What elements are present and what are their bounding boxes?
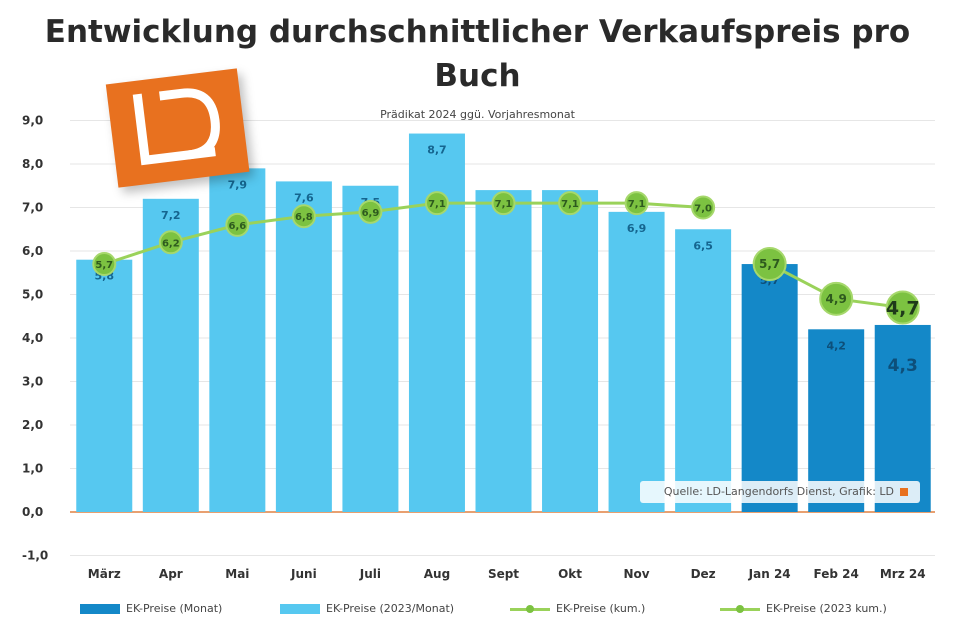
- x-tick-label: Jan 24: [748, 567, 791, 581]
- cumulative-marker: [885, 290, 920, 325]
- legend-item-2023-kum: EK-Preise (2023 kum.): [720, 599, 887, 619]
- bar-nov: [608, 211, 665, 512]
- bar-value-label: 6,5: [693, 239, 713, 252]
- y-tick-label: 6,0: [22, 244, 43, 258]
- bar-sept: [475, 190, 532, 512]
- bar-value-label: 6,9: [627, 222, 647, 235]
- legend-item-monat: EK-Preise (Monat): [80, 599, 222, 619]
- x-tick-label: Dez: [691, 567, 716, 581]
- y-tick-label: 8,0: [22, 157, 43, 171]
- x-tick-label: Apr: [159, 567, 183, 581]
- source-text: Quelle: LD-Langendorfs Dienst, Grafik: L…: [663, 485, 894, 498]
- legend-swatch-bar-dark: [80, 604, 120, 614]
- x-tick-label: Aug: [424, 567, 450, 581]
- y-tick-label: 9,0: [22, 114, 43, 128]
- legend-label: EK-Preise (2023/Monat): [326, 602, 455, 615]
- bar-mrz-24: [874, 324, 931, 512]
- bar-value-label: 7,2: [161, 209, 181, 222]
- bar-okt: [542, 190, 599, 512]
- bar-value-label: 7,9: [228, 178, 248, 191]
- cumulative-marker: [291, 204, 316, 229]
- cumulative-marker: [358, 199, 383, 224]
- legend-label: EK-Preise (2023 kum.): [766, 602, 887, 615]
- x-tick-label: Sept: [488, 567, 519, 581]
- bars: [76, 133, 931, 513]
- bar-dez: [675, 229, 732, 512]
- legend-item-kum: EK-Preise (kum.): [510, 599, 645, 619]
- cumulative-value-label: 7,0: [694, 204, 712, 215]
- x-tick-label: Juni: [290, 567, 317, 581]
- cumulative-value-label: 6,6: [228, 221, 246, 232]
- cumulative-marker: [624, 191, 649, 216]
- y-tick-label: 1,0: [22, 462, 43, 476]
- legend-label: EK-Preise (kum.): [556, 602, 646, 615]
- cumulative-marker: [92, 252, 117, 277]
- y-tick-label: -1,0: [22, 549, 48, 563]
- chart-subtitle: Prädikat 2024 ggü. Vorjahresmonat: [380, 108, 575, 121]
- y-tick-label: 4,0: [22, 331, 43, 345]
- bar-value-label: 4,2: [826, 339, 846, 352]
- legend-swatch-bar-light: [280, 604, 320, 614]
- cumulative-marker: [158, 230, 183, 255]
- x-tick-label: Okt: [558, 567, 582, 581]
- x-axis-ticks: März Apr Mai Juni Juli Aug Sept Okt Nov Dez Jan 24…: [88, 567, 926, 581]
- cumulative-marker: [819, 281, 854, 316]
- x-tick-label: Mrz 24: [880, 567, 926, 581]
- bar-value-label: 4,3: [888, 356, 918, 376]
- cumulative-value-label: 4,7: [886, 298, 920, 320]
- cumulative-value-label: 5,7: [759, 257, 780, 271]
- cumulative-value-label: 6,9: [362, 208, 380, 219]
- cumulative-marker: [225, 212, 250, 237]
- bar-value-label: 8,7: [427, 144, 447, 157]
- cumulative-marker: [691, 195, 716, 220]
- legend-swatch-line: [510, 602, 550, 616]
- bar-juni: [275, 181, 332, 512]
- y-tick-label: 5,0: [22, 288, 43, 302]
- cumulative-marker: [558, 191, 583, 216]
- cumulative-value-label: 4,9: [826, 292, 847, 306]
- y-tick-label: 2,0: [22, 418, 43, 432]
- cumulative-value-label: 7,1: [428, 199, 446, 210]
- bar-märz: [76, 259, 133, 512]
- cumulative-marker: [424, 191, 449, 216]
- chart-title: Entwicklung durchschnittlicher Verkaufsp…: [44, 14, 911, 94]
- y-tick-label: 0,0: [22, 505, 43, 519]
- x-tick-label: Feb 24: [814, 567, 859, 581]
- y-tick-label: 3,0: [22, 375, 43, 389]
- ld-logo-glyph: [132, 88, 220, 166]
- legend-item-2023-monat: EK-Preise (2023/Monat): [280, 599, 454, 619]
- source-logo-icon: [900, 488, 908, 496]
- cumulative-value-label: 6,8: [295, 212, 313, 223]
- bar-juli: [342, 185, 399, 512]
- x-tick-label: März: [88, 567, 121, 581]
- ld-logo: [105, 68, 250, 193]
- source-note: Quelle: LD-Langendorfs Dienst, Grafik: L…: [640, 481, 920, 503]
- x-tick-label: Juli: [359, 567, 381, 581]
- x-tick-label: Mai: [225, 567, 249, 581]
- legend-swatch-line: [720, 602, 760, 616]
- cumulative-marker: [491, 191, 516, 216]
- cumulative-value-label: 7,1: [495, 199, 513, 210]
- cumulative-value-label: 5,7: [95, 260, 113, 271]
- cumulative-value-label: 7,1: [628, 199, 646, 210]
- legend: EK-Preise (Monat) EK-Preise (2023/Monat)…: [80, 599, 940, 619]
- cumulative-value-label: 7,1: [561, 199, 579, 210]
- bar-jan-24: [741, 264, 798, 512]
- bar-value-label: 7,6: [294, 191, 314, 204]
- ld-logo-box: [105, 68, 250, 188]
- y-axis-ticks: -1,0 0,0 1,0 2,0 3,0 4,0 5,0 6,0 7,0 8,0 9,0: [22, 114, 48, 563]
- cumulative-value-label: 6,2: [162, 238, 180, 249]
- x-tick-label: Nov: [624, 567, 650, 581]
- bar-aug: [408, 133, 465, 513]
- cumulative-marker: [752, 247, 787, 282]
- cumulative-line-2023: [103, 201, 704, 266]
- legend-label: EK-Preise (Monat): [126, 602, 223, 615]
- cumulative-markers: 5,7 6,2 6,6 6,8 6,9 7,1 7,1 7,1 7,1 7,0 5,7 4,9 4,7: [92, 191, 920, 325]
- y-tick-label: 7,0: [22, 201, 43, 215]
